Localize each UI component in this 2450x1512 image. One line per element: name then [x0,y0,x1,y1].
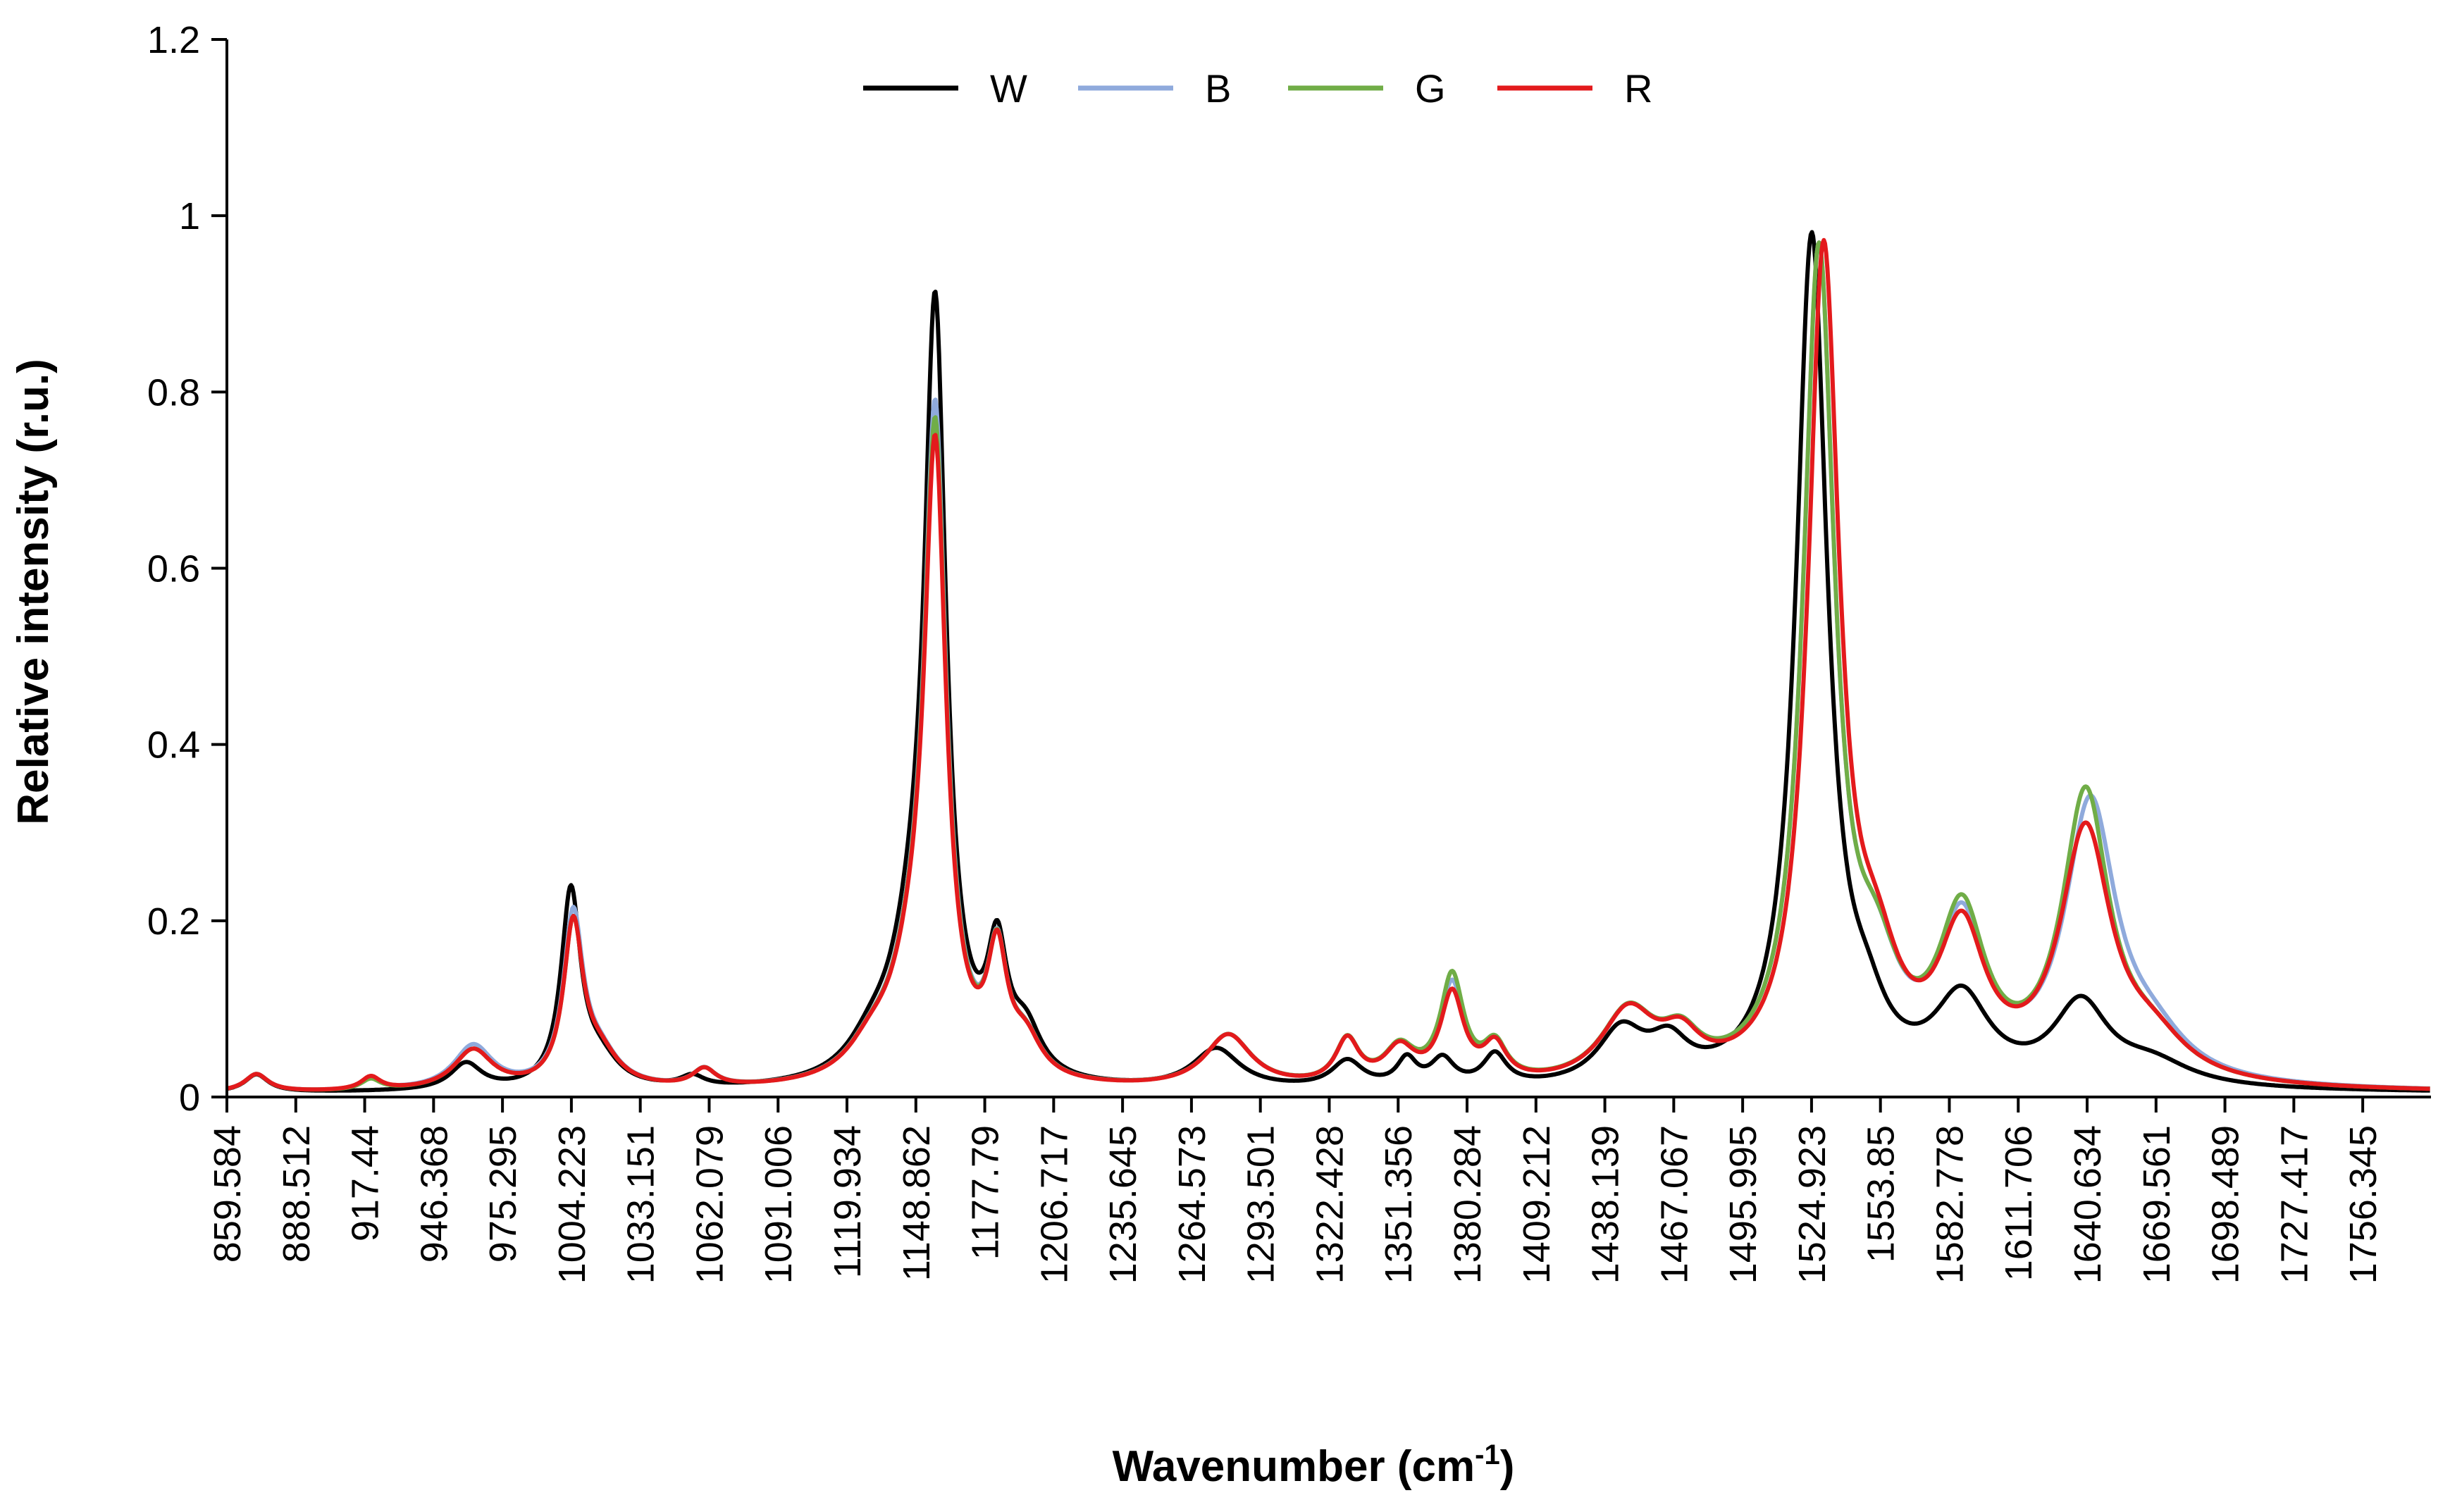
x-tick-label: 1380.284 [1447,1125,1489,1284]
x-axis-title-superscript: -1 [1475,1439,1500,1470]
y-axis-title: Relative intensity (r.u.) [9,359,58,825]
x-tick-label: 1756.345 [2342,1125,2384,1284]
x-tick-label: 1091.006 [757,1125,800,1284]
legend-label-b: B [1205,66,1231,111]
x-tick-label: 1206.717 [1033,1125,1075,1284]
x-tick-label: 1033.151 [620,1125,662,1284]
x-axis-title-main: Wavenumber (cm [1113,1442,1475,1491]
x-tick-label: 1177.79 [965,1125,1007,1260]
x-tick-label: 1409.212 [1516,1125,1558,1284]
x-tick-label: 1235.645 [1102,1125,1144,1284]
y-tick-label: 0.2 [147,900,200,943]
x-tick-label: 859.584 [206,1125,249,1263]
x-tick-label: 1698.489 [2205,1125,2247,1284]
x-tick-label: 1727.417 [2273,1125,2315,1284]
x-tick-label: 917.44 [345,1125,387,1241]
x-tick-label: 1264.573 [1171,1125,1213,1284]
y-tick-label: 1.2 [147,19,200,61]
x-tick-label: 1611.706 [1998,1125,2040,1281]
y-tick-label: 0 [179,1077,200,1119]
x-tick-label: 1119.934 [827,1125,869,1278]
legend-label-r: R [1624,66,1652,111]
y-tick-label: 1 [179,195,200,237]
x-tick-label: 1495.995 [1722,1125,1764,1284]
x-tick-label: 1553.85 [1860,1125,1903,1263]
x-tick-label: 888.512 [276,1125,318,1263]
y-tick-label: 0.4 [147,724,200,767]
x-tick-label: 975.295 [482,1125,524,1263]
x-tick-label: 1062.079 [688,1125,731,1284]
x-tick-label: 1004.223 [551,1125,593,1284]
x-tick-label: 1524.923 [1791,1125,1833,1284]
x-tick-label: 1640.634 [2067,1125,2109,1284]
x-tick-label: 1293.501 [1240,1125,1282,1284]
legend-label-g: G [1415,66,1446,111]
y-tick-label: 0.6 [147,548,200,590]
y-tick-label: 0.8 [147,371,200,414]
x-tick-label: 1467.067 [1653,1125,1695,1284]
x-tick-label: 1148.862 [896,1125,938,1281]
x-tick-label: 1669.561 [2136,1125,2178,1284]
x-tick-label: 946.368 [413,1125,455,1263]
series-line-r [225,237,2431,1092]
x-tick-label: 1438.139 [1585,1125,1627,1284]
x-tick-label: 1322.428 [1308,1125,1351,1284]
x-axis-title: Wavenumber (cm-1) [1113,1439,1515,1491]
x-tick-label: 1351.356 [1378,1125,1420,1284]
x-tick-label: 1582.778 [1929,1125,1971,1284]
legend-label-w: W [990,66,1027,111]
x-axis-title-close: ) [1500,1442,1515,1491]
